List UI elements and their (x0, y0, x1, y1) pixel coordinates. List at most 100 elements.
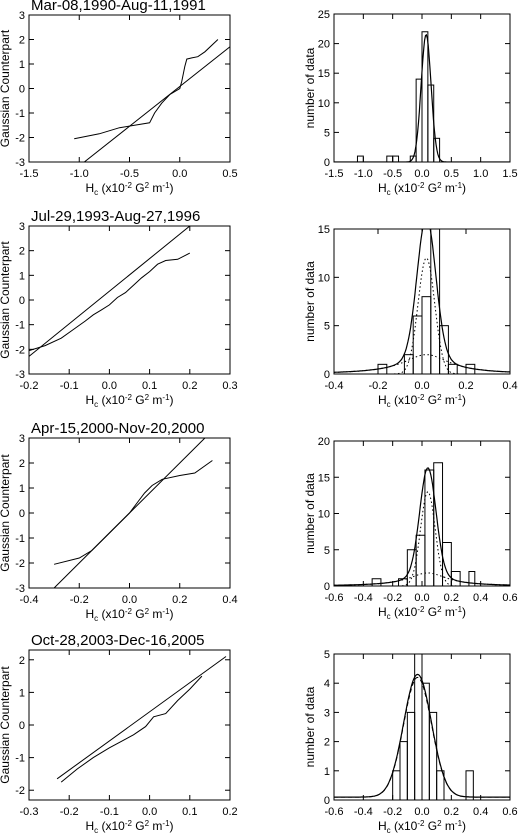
y-tick-label: -1 (15, 753, 25, 765)
y-axis-label: number of data (303, 47, 317, 128)
y-tick-label: -2 (15, 344, 25, 356)
histogram-bar (433, 462, 444, 586)
x-tick-label: -0.4 (354, 806, 373, 818)
fit-curve (334, 33, 510, 162)
x-tick-label: -0.5 (120, 168, 139, 180)
panel-title: Mar-08,1990-Aug-11,1991 (31, 0, 206, 14)
x-tick-label: -0.2 (70, 594, 89, 606)
plot-area (334, 462, 510, 586)
y-tick-label: -2 (15, 133, 25, 145)
qq-data-line (29, 252, 191, 352)
y-tick-label: 25 (318, 9, 330, 21)
y-tick-label: 2 (324, 737, 330, 749)
x-tick-label: -1.5 (325, 168, 344, 180)
plot-frame (28, 14, 231, 163)
qq-reference-line (53, 438, 206, 588)
x-tick-label: 0.2 (172, 594, 187, 606)
x-tick-label: 0.2 (444, 806, 459, 818)
x-tick-label: 0.1 (182, 806, 197, 818)
y-tick-label: 1 (324, 766, 330, 778)
plot-area (53, 438, 213, 588)
plot-area (334, 31, 510, 162)
y-tick-label: 3 (324, 707, 330, 719)
qq-reference-line (56, 656, 227, 780)
qq-data-line (74, 39, 219, 140)
histogram-bar (433, 137, 441, 162)
x-tick-label: -0.1 (60, 380, 79, 392)
x-tick-label: 0.0 (414, 380, 429, 392)
histogram-bar (421, 296, 432, 374)
panel-4: 0 5 10 15 -0.4 -0.2 0.0 0.2 0.4 Hc (x10-2 G2 m-1)… (303, 224, 518, 409)
y-tick-label: -3 (15, 583, 25, 595)
x-tick-label: -1.0 (70, 168, 89, 180)
x-tick-label: -0.4 (20, 594, 39, 606)
y-tick-label: 20 (318, 436, 330, 448)
x-tick-label: 0.2 (182, 380, 197, 392)
x-tick-label: 0.0 (414, 592, 429, 604)
y-axis-label: number of data (303, 473, 317, 554)
panel-2: 0 5 10 15 20 25 -1.5 -1.0 -0.5 0.0 0.5 1.0 1.5 Hc (x1… (303, 9, 518, 197)
y-tick-label: 0 (19, 508, 25, 520)
x-tick-label: 0.4 (222, 594, 237, 606)
plot-area (334, 229, 510, 374)
x-tick-label: -0.2 (383, 592, 402, 604)
x-tick-label: 0.0 (414, 806, 429, 818)
x-axis-label: Hc (x10-2 G2 m-1) (378, 393, 466, 409)
y-tick-label: 2 (19, 35, 25, 47)
histogram-bar (412, 315, 423, 374)
histogram-bar (415, 534, 426, 586)
panel-title: Apr-15,2000-Nov-20,2000 (31, 420, 204, 437)
y-tick-label: 15 (318, 472, 330, 484)
y-tick-label: 5 (324, 545, 330, 557)
y-axis-label: Gaussian Counterpart (0, 29, 12, 147)
y-tick-label: -1 (15, 533, 25, 545)
x-axis-label: Hc (x10-2 G2 m-1) (85, 607, 173, 623)
histogram-bar (421, 682, 430, 800)
y-tick-label: 0 (324, 157, 330, 169)
y-tick-label: 15 (318, 224, 330, 236)
x-tick-label: 0.1 (142, 380, 157, 392)
x-tick-label: -0.6 (325, 592, 344, 604)
histogram-bar (447, 363, 458, 374)
x-tick-label: -0.5 (383, 168, 402, 180)
y-axis-label: Gaussian Counterpart (0, 241, 12, 359)
y-tick-label: 10 (318, 98, 330, 110)
qq-reference-line (83, 46, 230, 162)
x-tick-label: 1.0 (473, 168, 488, 180)
y-tick-label: 15 (318, 68, 330, 80)
y-tick-label: -2 (15, 558, 25, 570)
x-tick-label: -0.2 (369, 380, 388, 392)
x-axis-label: Hc (x10-2 G2 m-1) (85, 181, 173, 197)
x-tick-label: 0.0 (142, 806, 157, 818)
x-tick-label: -0.3 (20, 806, 39, 818)
plot-area (56, 656, 227, 783)
y-tick-label: 0 (324, 795, 330, 807)
fit-component-curve (334, 354, 510, 373)
y-tick-label: 10 (318, 509, 330, 521)
histogram-bar (428, 711, 438, 800)
x-tick-label: -1.5 (20, 168, 39, 180)
histogram-bar (442, 542, 452, 586)
plot-frame (333, 440, 511, 587)
y-tick-label: 10 (318, 272, 330, 284)
histogram-bar (439, 325, 449, 374)
y-axis-label: number of data (303, 686, 317, 767)
panel-title: Oct-28,2003-Dec-16,2005 (31, 632, 204, 649)
histogram-bar (421, 31, 429, 162)
histogram-bar (386, 155, 394, 162)
x-tick-label: -1.0 (354, 168, 373, 180)
panel-title: Jul-29,1993-Aug-27,1996 (31, 208, 200, 225)
y-tick-label: 0 (19, 295, 25, 307)
y-axis-label: Gaussian Counterpart (0, 454, 12, 572)
x-tick-label: 0.2 (222, 806, 237, 818)
x-tick-label: 0.4 (473, 806, 488, 818)
y-tick-label: 4 (324, 678, 330, 690)
x-axis-label: Hc (x10-2 G2 m-1) (85, 819, 173, 834)
histogram-bar (436, 770, 445, 800)
panel-1: -3 -2 -1 0 1 2 3 -1.5 -1.0 -0.5 0.0 0.5 Hc (x10-2 G2… (0, 0, 238, 197)
histogram-bar (356, 155, 364, 162)
x-tick-label: 0.2 (444, 592, 459, 604)
x-axis-label: Hc (x10-2 G2 m-1) (378, 819, 466, 834)
panel-3: -3 -2 -1 0 1 2 3 -0.2 -0.1 0.0 0.1 0.2 0.3 Hc (x10-2 … (0, 208, 238, 409)
